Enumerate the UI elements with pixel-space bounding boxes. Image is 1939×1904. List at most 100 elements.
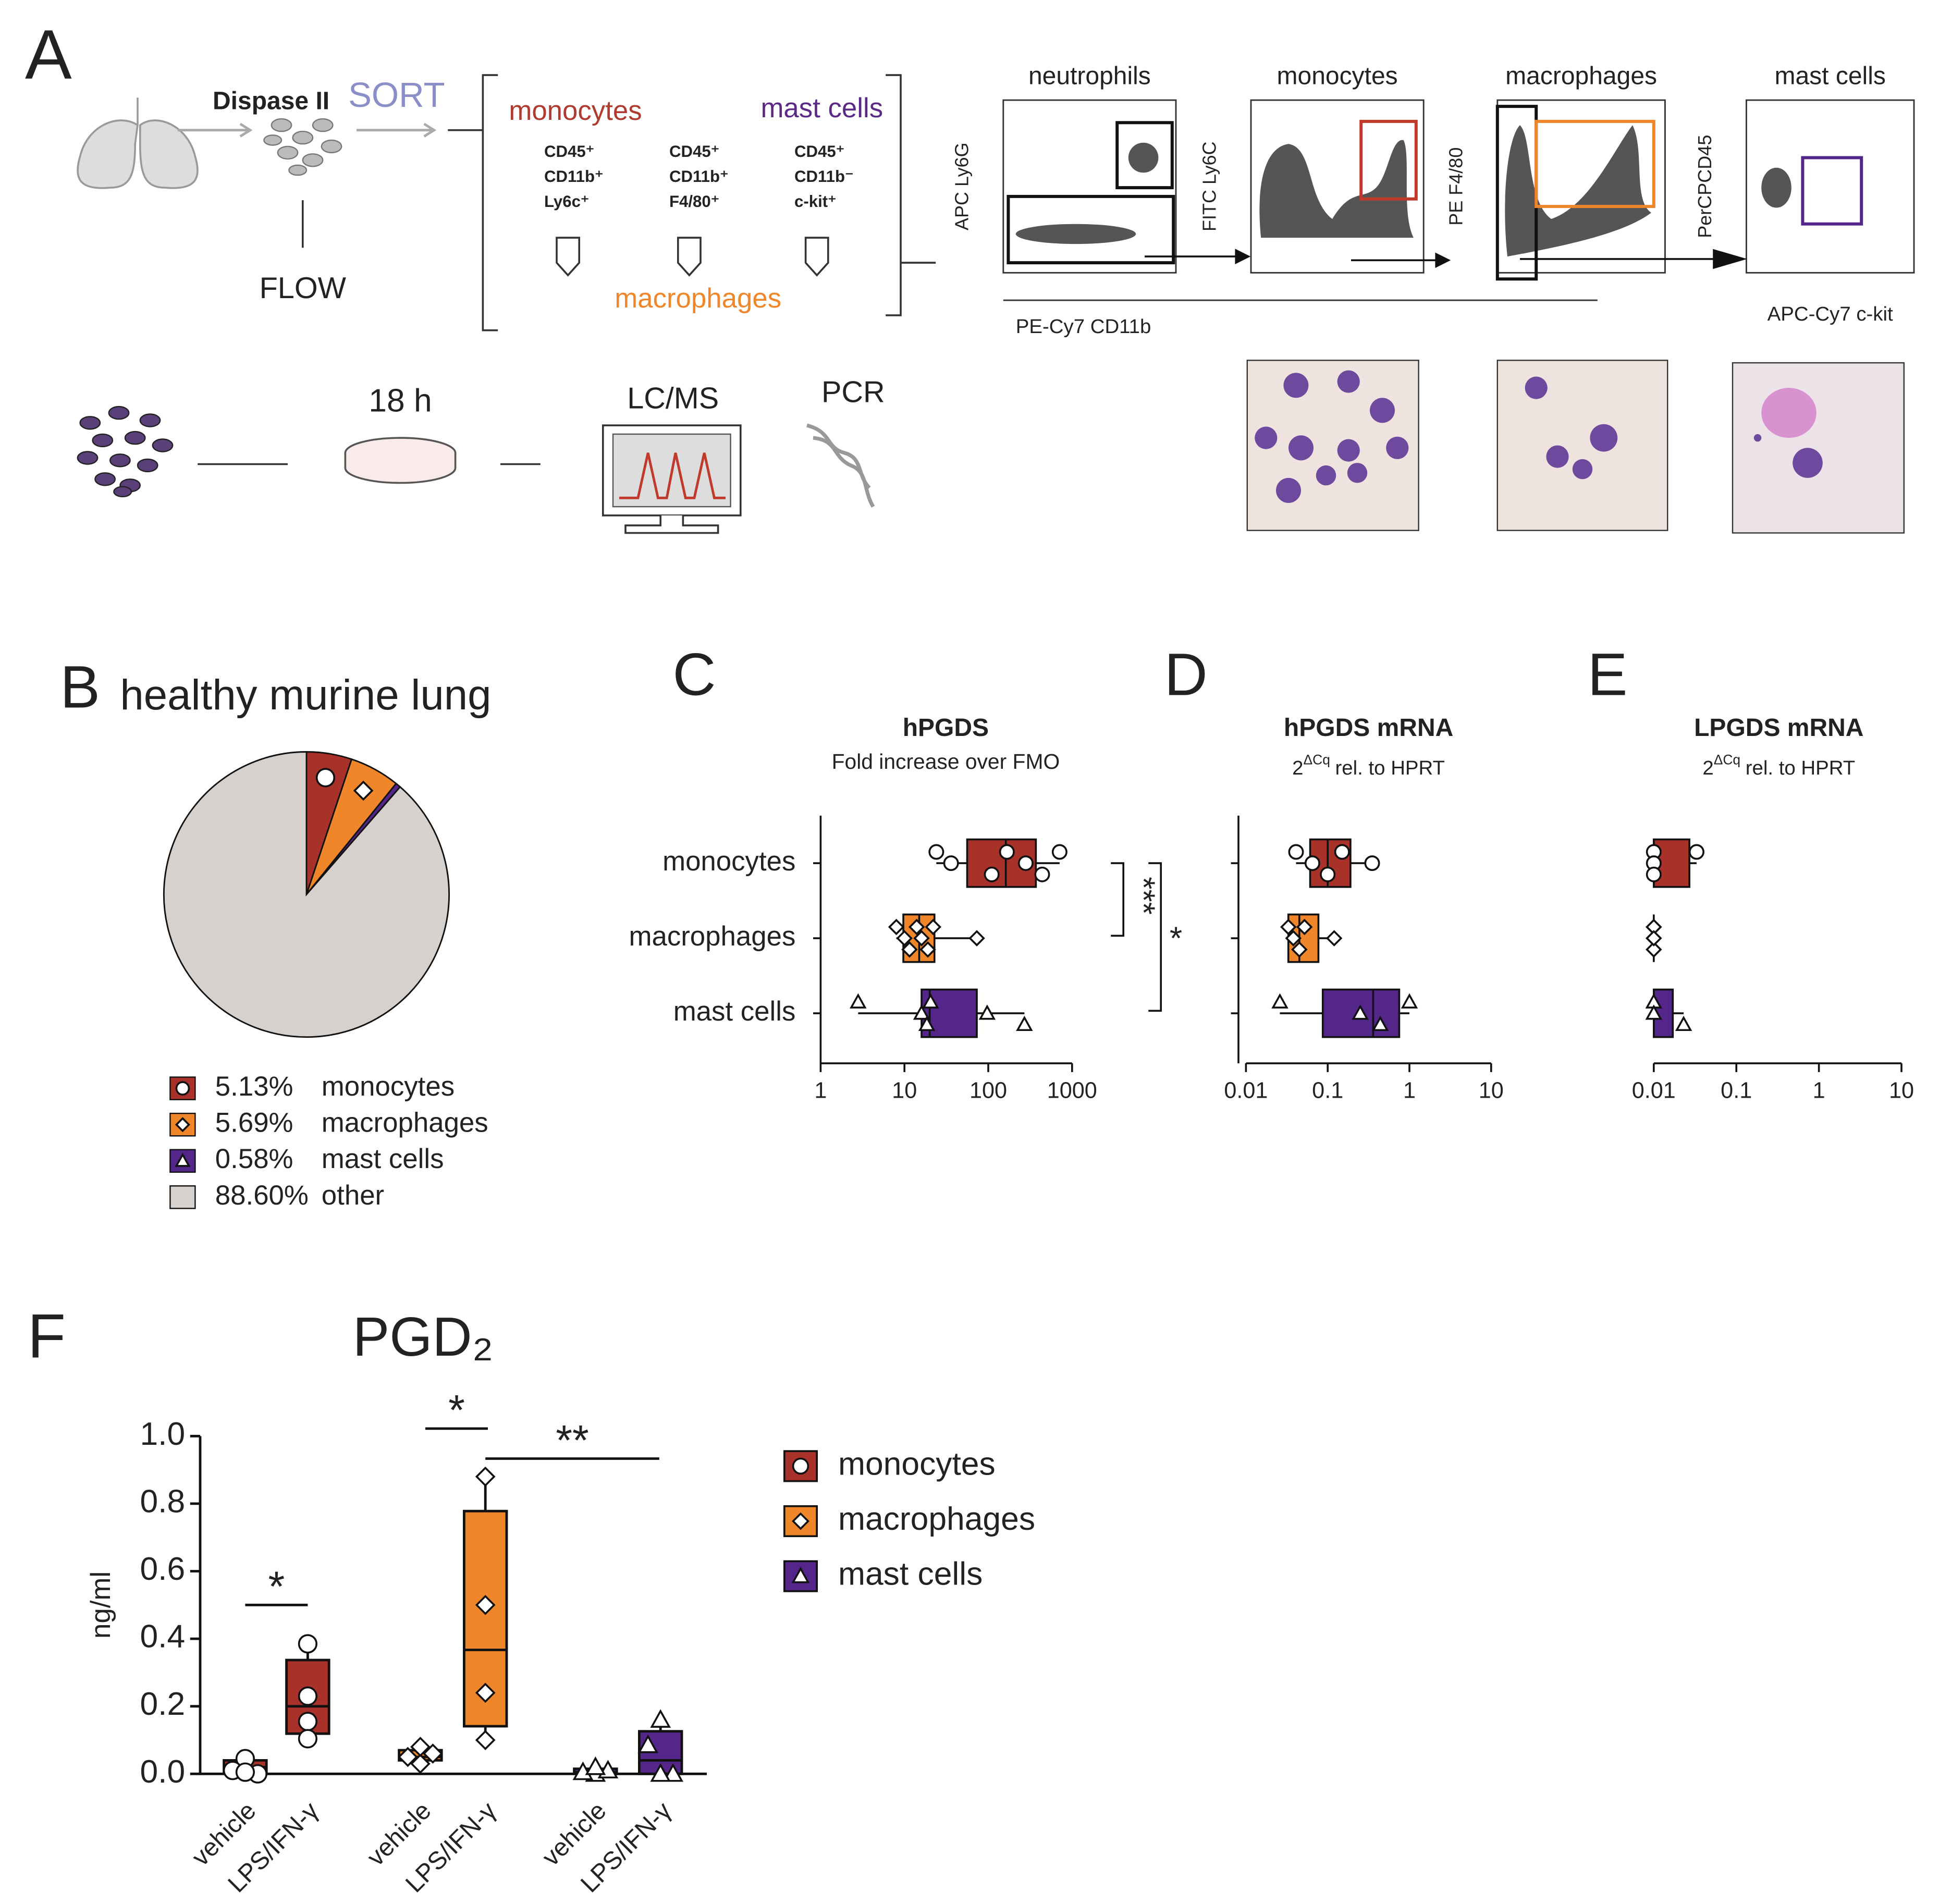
- x-tick-label: 0.01: [1632, 1078, 1676, 1103]
- point: [1364, 855, 1380, 871]
- point: [650, 1763, 671, 1782]
- flow-density: [1015, 125, 1791, 257]
- gate-title: mast cells: [1775, 63, 1886, 90]
- digest-label: Dispase II: [213, 88, 329, 115]
- bracket: [886, 74, 936, 316]
- point: [908, 918, 925, 936]
- arrow-head: [239, 122, 253, 138]
- point: [353, 780, 374, 801]
- point: [315, 768, 336, 788]
- point: [1291, 941, 1308, 958]
- point: [968, 930, 985, 947]
- chart-title: LPGDS mRNA: [1694, 714, 1863, 742]
- y-tick-label: 0.2: [140, 1686, 185, 1722]
- point: [1034, 866, 1050, 882]
- marker-label: CD11b⁺: [544, 167, 604, 186]
- point: [792, 1512, 809, 1530]
- marker-label: CD45⁺: [544, 142, 594, 161]
- point: [298, 1686, 317, 1706]
- point: [928, 844, 944, 860]
- point: [1296, 918, 1313, 936]
- marker-label: CD11b⁻: [794, 167, 854, 186]
- point: [888, 918, 905, 936]
- chart-subtitle: 2ΔCq rel. to HPRT: [1292, 752, 1445, 779]
- point: [410, 1737, 431, 1757]
- gate-y-label: PE F4/80: [1445, 148, 1467, 226]
- point: [999, 844, 1015, 860]
- flow-gates: [1007, 105, 1863, 281]
- legend-value: 5.69%: [215, 1108, 293, 1138]
- x-tick-label: 100: [970, 1078, 1007, 1103]
- y-tick-label: macrophages: [629, 921, 795, 952]
- significance: *: [448, 1387, 465, 1434]
- gate-title: monocytes: [1277, 63, 1398, 90]
- dna-icon: [806, 423, 875, 508]
- point: [1645, 1004, 1663, 1020]
- y-tick-label: 1.0: [140, 1416, 185, 1452]
- population-name: macrophages: [615, 283, 781, 314]
- chart-title: hPGDS: [903, 714, 989, 742]
- point: [978, 1004, 996, 1020]
- step-label: 18 h: [369, 383, 432, 419]
- cells: [263, 118, 342, 176]
- significance: **: [556, 1417, 589, 1464]
- point: [1688, 844, 1704, 860]
- point: [1401, 993, 1418, 1009]
- legend-swatch: [169, 1185, 196, 1209]
- significance: *: [1170, 920, 1182, 956]
- point: [1304, 855, 1320, 871]
- chart-title: PGD₂: [353, 1306, 494, 1368]
- population-name: mast cells: [760, 93, 883, 124]
- legend-label: macrophages: [322, 1108, 488, 1138]
- legend-label: monocytes: [838, 1446, 996, 1482]
- legend-label: mast cells: [322, 1144, 444, 1174]
- marker-label: Ly6c⁺: [544, 192, 589, 211]
- point: [850, 993, 867, 1009]
- point: [410, 1753, 431, 1774]
- x-tick-label: 0.1: [1721, 1078, 1752, 1103]
- x-tick-label: 10: [1479, 1078, 1504, 1103]
- point: [1288, 844, 1304, 860]
- point: [1285, 930, 1302, 947]
- x-tick-label: 1: [814, 1078, 827, 1103]
- y-tick-label: 0.6: [140, 1551, 185, 1587]
- lung-icon: [77, 97, 199, 189]
- point: [925, 918, 942, 936]
- point: [1280, 918, 1297, 936]
- gate-x-label: PE-Cy7 CD11b: [1016, 315, 1151, 338]
- y-tick-label: 0.4: [140, 1619, 185, 1655]
- point: [585, 1756, 606, 1775]
- x-tick-label: 1: [1813, 1078, 1825, 1103]
- point: [1334, 844, 1350, 860]
- point: [943, 855, 959, 871]
- point: [475, 1594, 496, 1615]
- flow-frames: [1002, 99, 1915, 301]
- y-tick-label: 0.0: [140, 1754, 185, 1790]
- significance: ***: [1125, 877, 1161, 915]
- point: [475, 1730, 496, 1750]
- point: [298, 1712, 317, 1731]
- step-label: LC/MS: [627, 382, 719, 415]
- panel-a: A Dispase II FLOW SORT: [25, 16, 1915, 534]
- panel-letter: A: [25, 16, 72, 94]
- point: [896, 930, 913, 947]
- significance-bracket: [1148, 862, 1162, 1012]
- sort-label: SORT: [348, 76, 445, 115]
- gate-y-label: FITC Ly6C: [1199, 141, 1220, 231]
- marker-label: c-kit⁺: [794, 192, 837, 211]
- point: [475, 1466, 496, 1487]
- marker-label: CD45⁺: [669, 142, 719, 161]
- point: [423, 1743, 443, 1764]
- point: [235, 1762, 255, 1782]
- point: [901, 941, 918, 958]
- legend-label: macrophages: [838, 1501, 1035, 1537]
- pie-slice: [163, 751, 450, 1038]
- legend-value: 5.13%: [215, 1071, 293, 1102]
- subtitle-sup: ΔCq: [1304, 752, 1330, 767]
- x-tick-label: 0.1: [1312, 1078, 1343, 1103]
- legend-label: monocytes: [322, 1071, 455, 1102]
- point: [1017, 855, 1034, 871]
- point: [913, 1004, 930, 1020]
- point: [918, 1015, 936, 1031]
